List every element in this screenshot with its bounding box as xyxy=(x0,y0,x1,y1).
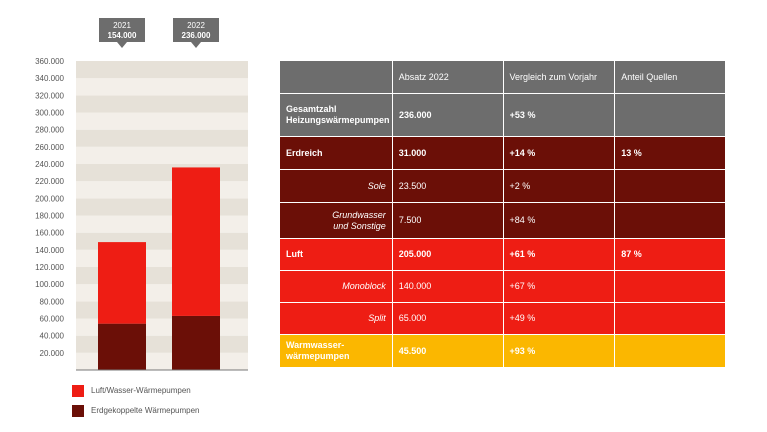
y-tick-label: 120.000 xyxy=(35,263,64,272)
row-anteil xyxy=(615,203,725,238)
row-vergleich: +93 % xyxy=(503,335,615,367)
y-tick-label: 360.000 xyxy=(35,57,64,66)
grid-band xyxy=(76,129,248,147)
header-vergleich: Vergleich zum Vorjahr xyxy=(503,61,615,93)
grid-band xyxy=(76,164,248,182)
row-label: Gesamtzahl Heizungswärmepumpen xyxy=(280,94,392,136)
chart-bars xyxy=(98,167,220,370)
row-absatz: 236.000 xyxy=(393,94,503,136)
callout-arrow xyxy=(191,42,201,48)
y-tick-label: 320.000 xyxy=(35,91,64,100)
callout-box xyxy=(99,18,145,42)
y-tick-label: 180.000 xyxy=(35,212,64,221)
legend-swatch xyxy=(72,405,84,417)
grid-band xyxy=(76,78,248,96)
callout-arrow xyxy=(117,42,127,48)
y-tick-label: 280.000 xyxy=(35,126,64,135)
row-label: Split xyxy=(280,303,392,334)
bar-segment xyxy=(172,315,220,370)
grid-band xyxy=(76,146,248,164)
table-row-sole: Sole 23.500 +2 % xyxy=(280,170,725,202)
callout-year: 2022 xyxy=(187,21,205,30)
row-vergleich: +84 % xyxy=(503,203,615,238)
y-tick-label: 40.000 xyxy=(40,332,65,341)
grid-band xyxy=(76,181,248,199)
callout-total: 236.000 xyxy=(182,31,211,40)
row-label: Monoblock xyxy=(280,271,392,302)
y-tick-label: 340.000 xyxy=(35,74,64,83)
bar-segment xyxy=(98,242,146,324)
header-absatz: Absatz 2022 xyxy=(392,61,503,93)
table-row-grundwasser: Grundwasser und Sonstige 7.500 +84 % xyxy=(280,203,725,238)
row-absatz: 140.000 xyxy=(392,271,503,302)
row-vergleich: +49 % xyxy=(503,303,615,334)
row-absatz: 7.500 xyxy=(392,203,503,238)
row-label: Luft xyxy=(280,239,392,270)
table-row-split: Split 65.000 +49 % xyxy=(280,303,725,334)
legend-swatch xyxy=(72,385,84,397)
row-vergleich: +53 % xyxy=(503,94,615,136)
y-tick-label: 220.000 xyxy=(35,177,64,186)
row-absatz: 23.500 xyxy=(392,170,503,202)
row-anteil xyxy=(615,303,725,334)
table-row-gesamtzahl: Gesamtzahl Heizungswärmepumpen 236.000 +… xyxy=(280,94,726,136)
legend-label: Luft/Wasser-Wärmepumpen xyxy=(91,386,191,395)
y-tick-label: 260.000 xyxy=(35,143,64,152)
callout-year: 2021 xyxy=(113,21,131,30)
row-absatz: 45.500 xyxy=(392,335,503,367)
table-row-luft: Luft 205.000 +61 % 87 % xyxy=(280,239,725,270)
row-anteil: 87 % xyxy=(615,239,725,270)
callout-total: 154.000 xyxy=(108,31,137,40)
y-tick-label: 200.000 xyxy=(35,194,64,203)
y-tick-label: 140.000 xyxy=(35,246,64,255)
header-empty xyxy=(280,61,392,93)
y-tick-label: 160.000 xyxy=(35,229,64,238)
row-label: Sole xyxy=(280,170,392,202)
grid-band xyxy=(76,198,248,216)
legend-label: Erdgekoppelte Wärmepumpen xyxy=(91,406,200,415)
grid-band xyxy=(76,215,248,233)
table-row-erdreich: Erdreich 31.000 +14 % 13 % xyxy=(280,137,725,169)
row-absatz: 31.000 xyxy=(392,137,503,169)
row-anteil: 13 % xyxy=(615,137,725,169)
row-label: Erdreich xyxy=(280,137,392,169)
row-label: Grundwasser und Sonstige xyxy=(280,203,392,238)
y-tick-label: 80.000 xyxy=(40,297,65,306)
row-label: Warmwasser-wärmepumpen xyxy=(280,335,392,367)
header-anteil: Anteil Quellen xyxy=(615,61,725,93)
row-absatz: 205.000 xyxy=(392,239,503,270)
y-tick-label: 300.000 xyxy=(35,109,64,118)
row-vergleich: +61 % xyxy=(503,239,615,270)
row-vergleich: +67 % xyxy=(503,271,615,302)
bar-segment xyxy=(172,167,220,316)
grid-band xyxy=(76,61,248,79)
row-vergleich: +14 % xyxy=(503,137,615,169)
row-anteil xyxy=(615,170,725,202)
row-anteil xyxy=(615,271,725,302)
y-axis-ticks: 20.000 40.000 60.000 80.000 100.000 120.000 14… xyxy=(35,57,64,358)
stacked-bar-chart: 20.000 40.000 60.000 80.000 100.000 120.000 14… xyxy=(35,18,248,371)
row-vergleich: +2 % xyxy=(503,170,615,202)
y-tick-label: 20.000 xyxy=(40,349,65,358)
heat-pump-sales-table: Absatz 2022 Vergleich zum Vorjahr Anteil… xyxy=(280,61,726,368)
table-row-warmwasser: Warmwasser-wärmepumpen 45.500 +93 % xyxy=(280,335,725,367)
table-header-row: Absatz 2022 Vergleich zum Vorjahr Anteil… xyxy=(280,61,725,93)
table-row-monoblock: Monoblock 140.000 +67 % xyxy=(280,271,725,302)
grid-band xyxy=(76,95,248,113)
row-anteil xyxy=(615,335,725,367)
grid-band xyxy=(76,112,248,130)
row-anteil xyxy=(615,94,726,136)
y-tick-label: 240.000 xyxy=(35,160,64,169)
bar-segment xyxy=(98,323,146,370)
row-absatz: 65.000 xyxy=(392,303,503,334)
callout-box xyxy=(173,18,219,42)
y-tick-label: 100.000 xyxy=(35,280,64,289)
y-tick-label: 60.000 xyxy=(40,315,65,324)
